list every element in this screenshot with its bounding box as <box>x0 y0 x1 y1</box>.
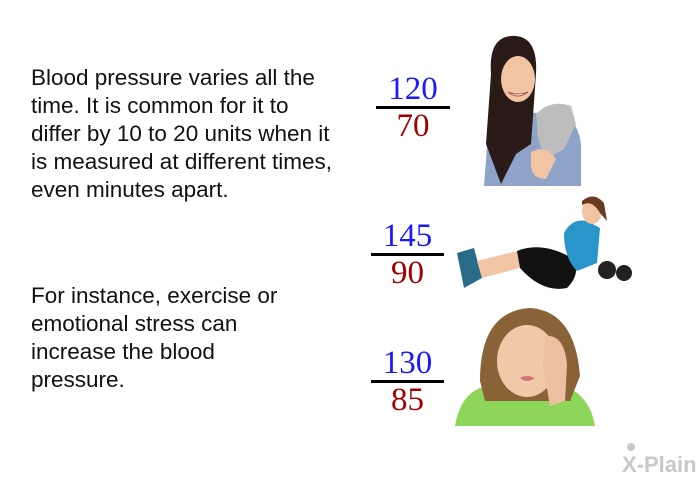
logo-text: X-Plain <box>622 452 697 477</box>
diastolic-value: 85 <box>371 380 444 417</box>
stressed-woman-illustration <box>455 308 595 426</box>
systolic-value: 130 <box>382 345 433 381</box>
diastolic-value: 90 <box>371 253 444 290</box>
intro-paragraph: Blood pressure varies all the time. It i… <box>31 65 332 202</box>
systolic-value: 120 <box>388 71 438 107</box>
systolic-value: 145 <box>382 218 433 254</box>
bp-reading-3: 130 85 <box>371 347 444 417</box>
woman-exercising-illustration <box>457 196 632 289</box>
smiling-woman-with-kitten-illustration <box>484 35 581 186</box>
x-plain-logo: X-Plain <box>622 443 697 478</box>
bp-reading-2: 145 90 <box>371 220 444 290</box>
bp-reading-1: 120 70 <box>376 73 450 143</box>
diastolic-value: 70 <box>376 106 450 143</box>
x-plain-figure-head-icon <box>627 443 635 451</box>
example-paragraph: For instance, exercise or emotional stre… <box>31 283 278 392</box>
